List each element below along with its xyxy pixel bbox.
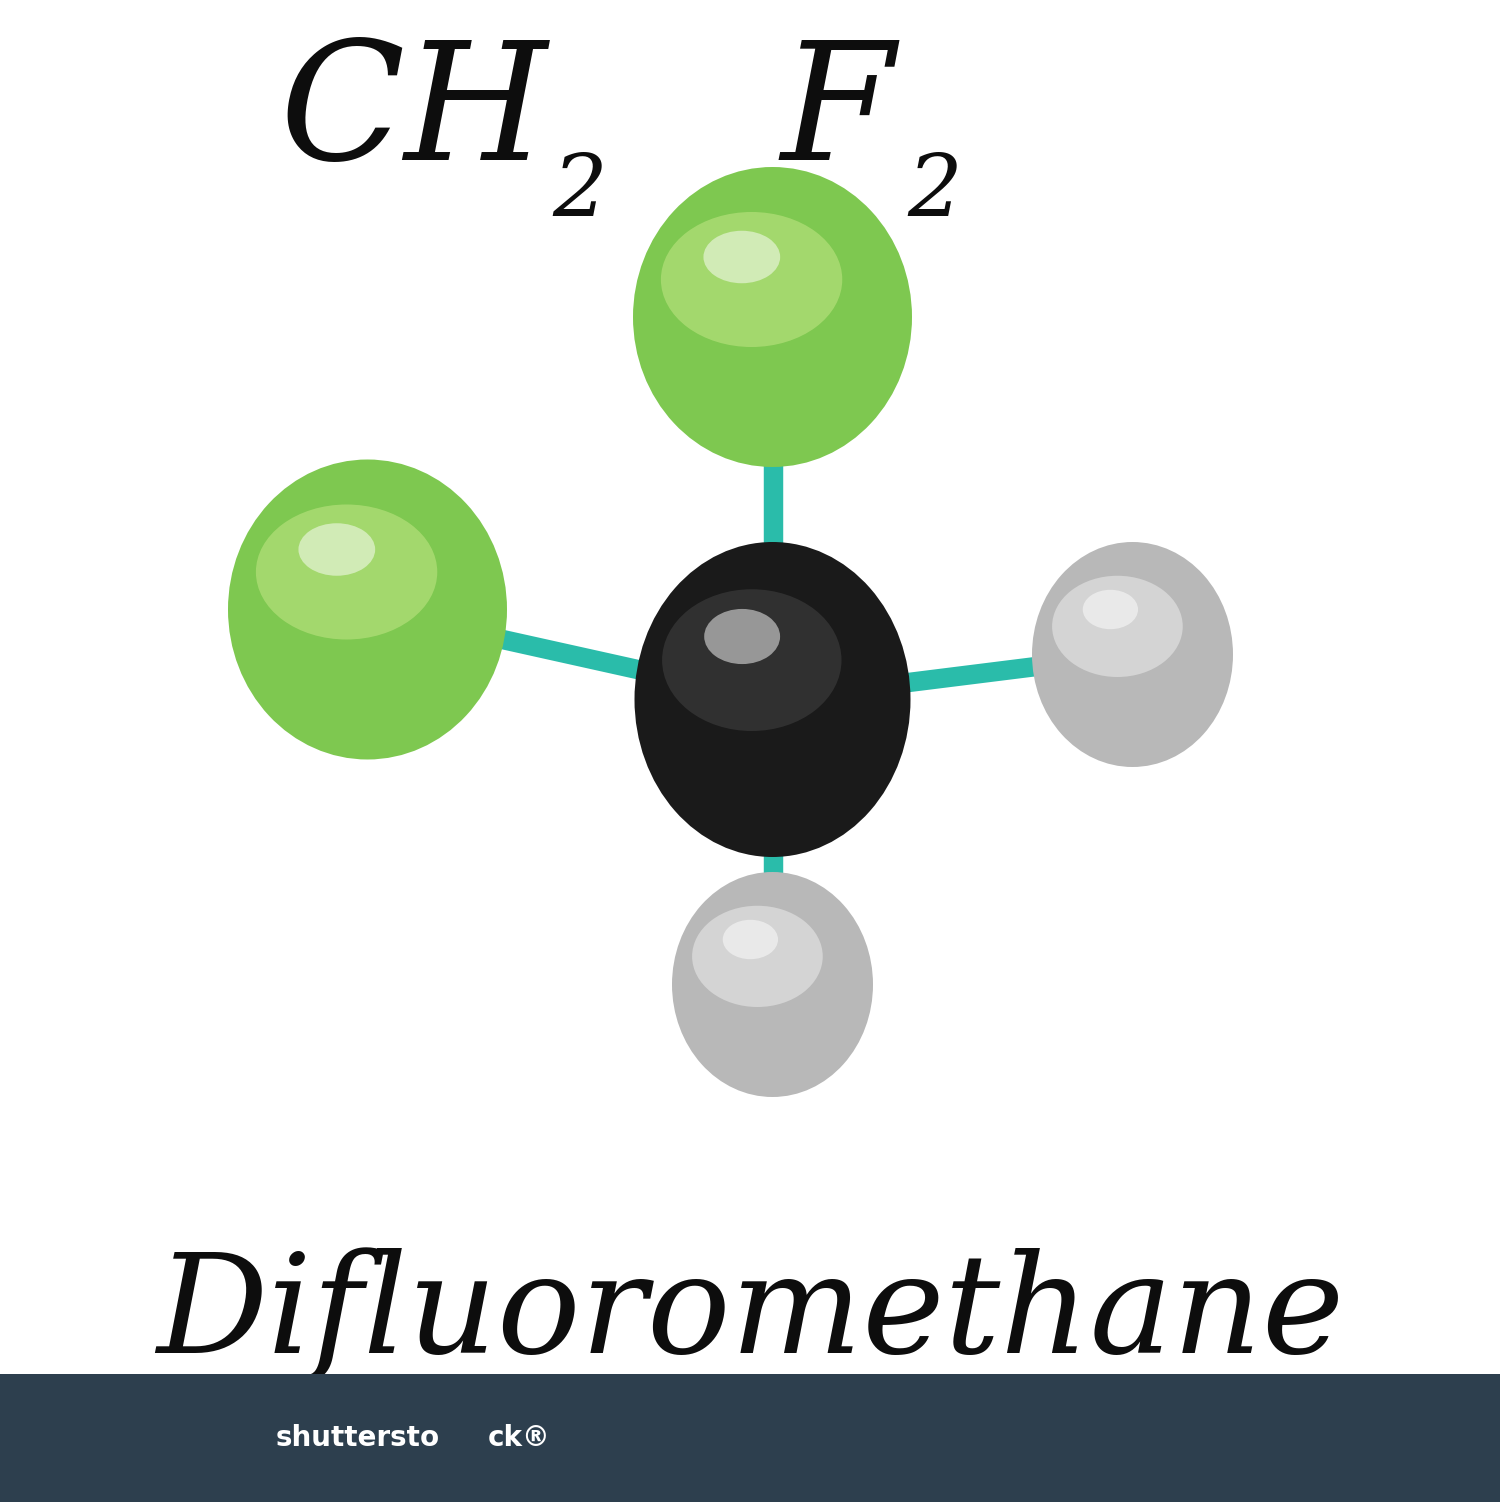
Text: Difluoromethane: Difluoromethane [156, 1247, 1344, 1382]
Ellipse shape [672, 872, 873, 1096]
Text: shutterst: shutterst [274, 1424, 420, 1453]
Text: o: o [420, 1424, 440, 1453]
Ellipse shape [256, 504, 438, 639]
Ellipse shape [1032, 541, 1233, 767]
Ellipse shape [704, 609, 780, 665]
Ellipse shape [228, 460, 507, 760]
Text: ck®: ck® [488, 1424, 550, 1453]
Ellipse shape [1083, 590, 1138, 629]
Ellipse shape [704, 230, 780, 283]
Ellipse shape [692, 905, 824, 1008]
Ellipse shape [662, 212, 843, 347]
Text: F: F [780, 35, 894, 194]
Ellipse shape [723, 920, 778, 960]
Text: 2: 2 [908, 152, 963, 235]
Ellipse shape [634, 541, 910, 857]
Ellipse shape [633, 167, 912, 468]
Text: CH: CH [279, 35, 548, 194]
Ellipse shape [298, 523, 375, 576]
Text: 2: 2 [552, 152, 606, 235]
Bar [0, 1375, 1500, 1502]
Ellipse shape [1052, 576, 1182, 677]
Ellipse shape [662, 590, 842, 731]
